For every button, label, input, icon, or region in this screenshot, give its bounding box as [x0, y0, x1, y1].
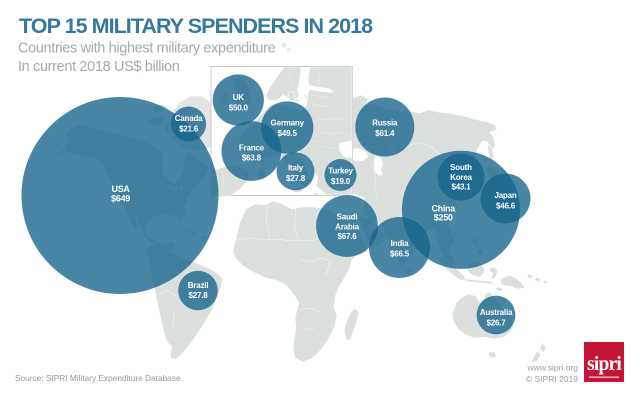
svg-text:$49.5: $49.5: [278, 129, 298, 138]
svg-text:USA: USA: [112, 184, 131, 194]
svg-text:Russia: Russia: [372, 119, 398, 128]
svg-text:$50.0: $50.0: [229, 104, 249, 113]
svg-text:South: South: [450, 163, 472, 172]
svg-text:$27.8: $27.8: [188, 291, 208, 300]
svg-text:In current 2018 US$ billion: In current 2018 US$ billion: [18, 59, 180, 75]
svg-text:China: China: [431, 203, 456, 213]
svg-text:Countries with highest militar: Countries with highest military expendit…: [18, 41, 276, 57]
svg-text:$63.8: $63.8: [242, 154, 262, 163]
svg-text:$61.4: $61.4: [375, 129, 395, 138]
svg-text:Turkey: Turkey: [328, 167, 353, 176]
svg-text:Germany: Germany: [271, 119, 305, 128]
svg-text:Italy: Italy: [288, 164, 304, 173]
svg-text:Brazil: Brazil: [188, 281, 209, 290]
svg-text:Source: SIPRI Military Expendi: Source: SIPRI Military Expenditure Datab…: [15, 373, 181, 383]
svg-text:Australia: Australia: [480, 308, 513, 317]
svg-text:$250: $250: [434, 213, 453, 223]
svg-text:India: India: [391, 239, 409, 248]
svg-text:Japan: Japan: [494, 191, 516, 200]
svg-text:Saudi: Saudi: [337, 213, 358, 222]
svg-text:Korea: Korea: [450, 173, 472, 182]
svg-text:$67.6: $67.6: [337, 232, 357, 241]
svg-text:UK: UK: [233, 93, 245, 102]
svg-text:$21.6: $21.6: [179, 125, 199, 134]
svg-text:Arabia: Arabia: [335, 222, 359, 231]
svg-text:$26.7: $26.7: [486, 319, 506, 328]
svg-text:www.sipri.org: www.sipri.org: [526, 363, 578, 373]
svg-text:France: France: [239, 143, 265, 152]
svg-text:$27.8: $27.8: [286, 174, 306, 183]
svg-text:Canada: Canada: [175, 114, 203, 123]
svg-text:sipri: sipri: [587, 354, 622, 375]
svg-text:$46.6: $46.6: [496, 202, 516, 211]
svg-text:$19.0: $19.0: [331, 177, 351, 186]
svg-text:$43.1: $43.1: [451, 182, 471, 191]
svg-text:$649: $649: [111, 194, 130, 204]
svg-text:© SIPRI 2019: © SIPRI 2019: [526, 374, 578, 384]
svg-text:TOP 15 MILITARY SPENDERS IN 20: TOP 15 MILITARY SPENDERS IN 2018: [19, 14, 373, 38]
svg-text:$66.5: $66.5: [390, 250, 410, 259]
